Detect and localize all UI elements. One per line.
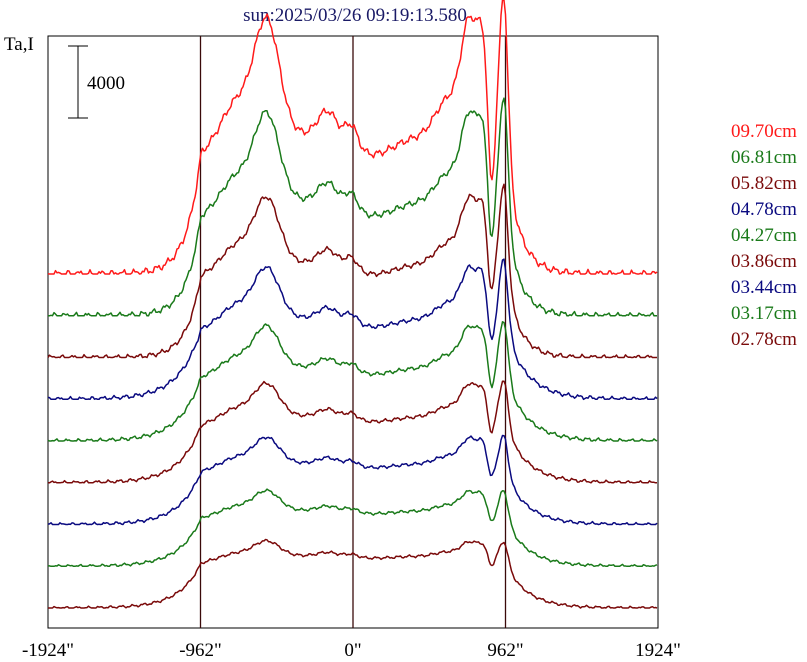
x-tick-label: 0": [344, 640, 361, 661]
legend-entry: 04.78cm: [731, 199, 797, 220]
legend-entry: 04.27cm: [731, 225, 797, 246]
legend-entry: 03.44cm: [731, 277, 797, 298]
scale-bar: 4000: [68, 45, 125, 119]
series-line-05.82cm: [47, 183, 657, 359]
legend-entry: 05.82cm: [731, 173, 797, 194]
legend-entry: 06.81cm: [731, 147, 797, 168]
vertical-guides: [199, 36, 507, 628]
series-line-03.17cm: [48, 488, 658, 568]
series-line-04.78cm: [47, 258, 658, 401]
series-line-04.27cm: [47, 321, 658, 442]
y-axis-label: Ta,I: [4, 34, 34, 55]
legend-entry: 09.70cm: [731, 121, 797, 142]
legend-entry: 03.86cm: [731, 251, 797, 272]
legend: 09.70cm 06.81cm 05.82cm 04.78cm 04.27cm 03.86…: [731, 121, 797, 350]
series-line-03.86cm: [48, 380, 657, 484]
x-tick-label: 962": [487, 640, 523, 661]
x-tick-label: -1924": [22, 640, 74, 661]
series-line-06.81cm: [48, 97, 657, 317]
x-tick-label: 1924": [635, 640, 681, 661]
x-tick-label: -962": [179, 640, 222, 661]
legend-entry: 03.17cm: [731, 303, 797, 324]
scale-bar-label: 4000: [87, 73, 125, 94]
series-lines: [47, 0, 658, 609]
chart-title: sun:2025/03/26 09:19:13.580: [243, 5, 467, 26]
legend-entry: 02.78cm: [731, 329, 797, 350]
series-line-03.44cm: [47, 434, 658, 526]
series-line-09.70cm: [47, 0, 658, 275]
series-line-02.78cm: [48, 538, 658, 609]
x-tick-labels: -1924" -962" 0" 962" 1924": [22, 640, 681, 661]
